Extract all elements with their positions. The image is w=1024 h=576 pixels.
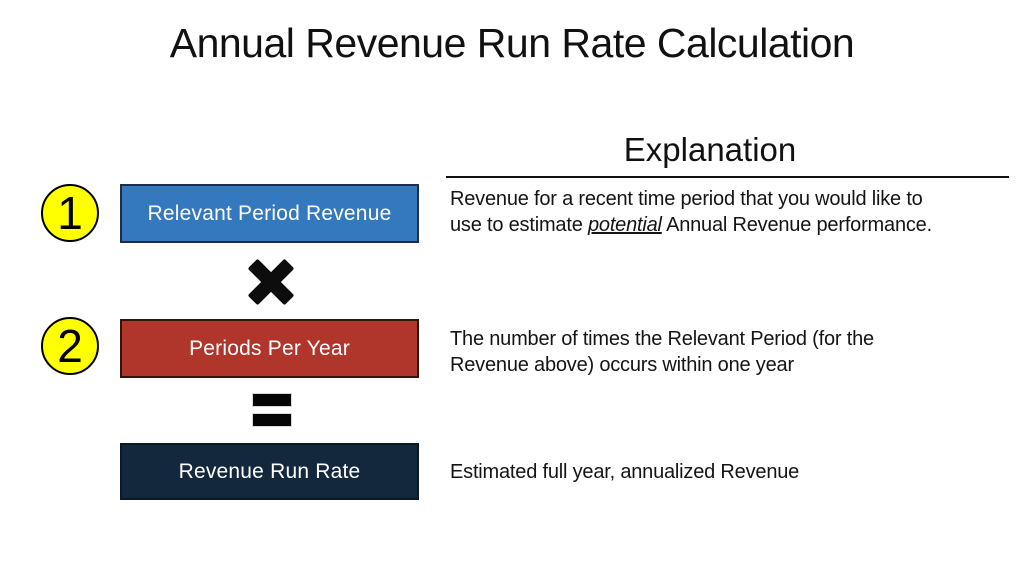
step-badge-1: 1 — [41, 184, 99, 242]
box-periods-per-year: Periods Per Year — [120, 319, 419, 378]
explanation-line: Revenue for a recent time period that yo… — [450, 188, 923, 210]
multiply-icon — [245, 256, 297, 308]
equals-bar — [252, 393, 292, 407]
explanation-divider — [446, 176, 1009, 178]
box-label-relevant-period-revenue: Relevant Period Revenue — [147, 201, 392, 225]
explanation-text-1: Revenue for a recent time period that yo… — [450, 186, 1020, 238]
equals-icon — [252, 393, 292, 427]
equals-bar — [252, 413, 292, 427]
explanation-line: use to estimate potential Annual Revenue… — [450, 214, 932, 236]
box-label-revenue-run-rate: Revenue Run Rate — [178, 459, 361, 483]
box-relevant-period-revenue: Relevant Period Revenue — [120, 184, 419, 243]
explanation-text-2: The number of times the Relevant Period … — [450, 326, 1020, 378]
explanation-line: The number of times the Relevant Period … — [450, 328, 874, 350]
explanation-text-3: Estimated full year, annualized Revenue — [450, 459, 1020, 485]
page-title: Annual Revenue Run Rate Calculation — [169, 20, 855, 66]
box-label-periods-per-year: Periods Per Year — [189, 336, 350, 360]
step-badge-2: 2 — [41, 317, 99, 375]
box-revenue-run-rate: Revenue Run Rate — [120, 443, 419, 500]
explanation-line: Revenue above) occurs within one year — [450, 354, 794, 376]
explanation-line: Estimated full year, annualized Revenue — [450, 461, 800, 483]
emphasized-word: potential — [587, 214, 662, 236]
explanation-header: Explanation — [623, 131, 797, 168]
